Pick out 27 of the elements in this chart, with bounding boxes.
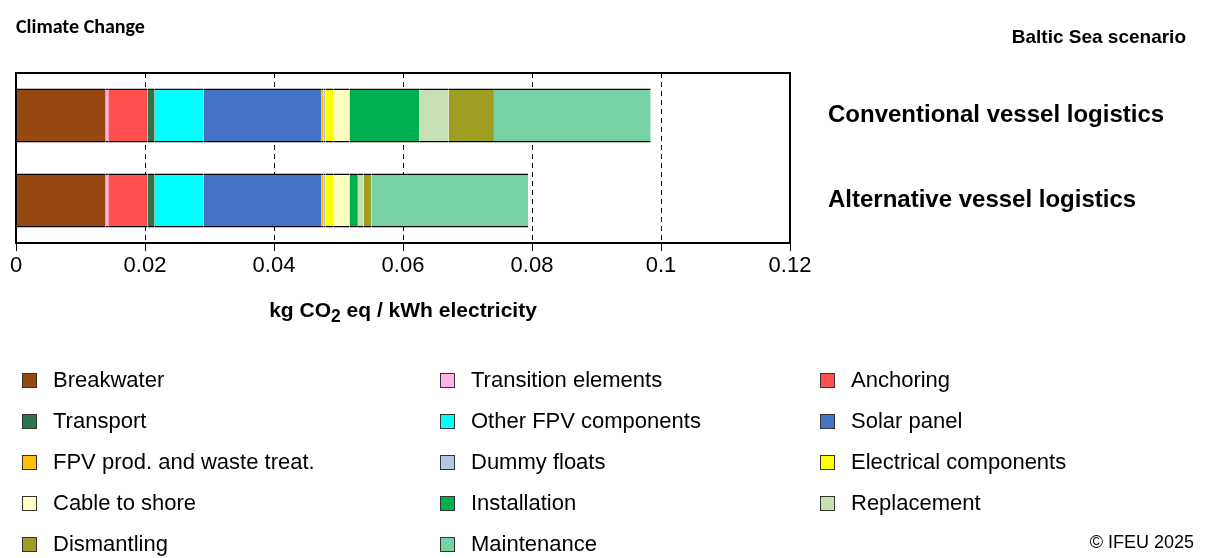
legend-label: Electrical components [851,449,1067,475]
legend-label: Anchoring [851,367,951,393]
x-tick-label: 0.12 [768,252,812,278]
legend-label: FPV prod. and waste treat. [53,449,315,475]
legend-label: Replacement [851,490,981,516]
legend-label: Maintenance [471,531,597,557]
x-tick-label: 0.06 [381,252,425,278]
x-tick-label: 0 [9,252,23,278]
x-tick-label: 0.08 [510,252,554,278]
legend-label: Installation [471,490,577,516]
chart-title: Climate Change [16,14,145,38]
legend-label: Solar panel [851,408,963,434]
legend-label: Dismantling [53,531,168,557]
x-tick-label: 0.02 [123,252,167,278]
legend-label: Dummy floats [471,449,606,475]
x-tick-label: 0.1 [645,252,677,278]
text: © IFEU 2025 [1089,532,1194,553]
legend-label: Transport [53,408,147,434]
x-axis-title: kg CO$_{2}$ eq / kWh electricity [268,298,538,328]
legend-label: Transition elements [471,367,663,393]
y-tick-label: Conventional vessel logistics [828,100,1165,128]
legend-label: Other FPV components [471,408,701,434]
legend-label: Breakwater [53,367,165,393]
x-tick-label: 0.04 [252,252,296,278]
text: Baltic Sea scenario [1011,26,1186,48]
legend-label: Cable to shore [53,490,197,516]
y-tick-label: Alternative vessel logistics [828,185,1137,213]
